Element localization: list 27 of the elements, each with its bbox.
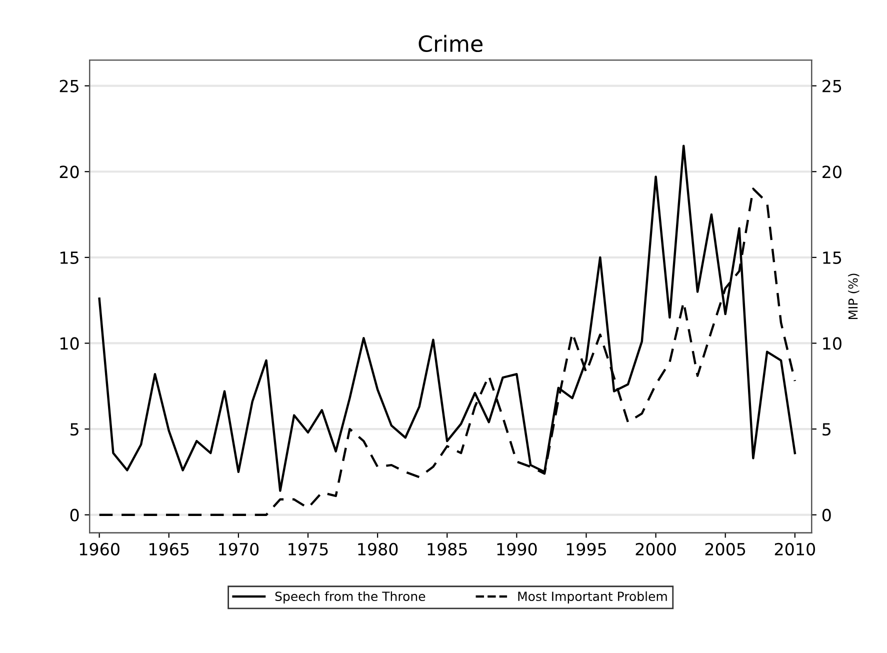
x-tick-label: 2000 — [636, 542, 676, 556]
x-tick-label: 1960 — [80, 542, 120, 556]
x-tick-label: 1965 — [150, 542, 189, 556]
x-tick-label: 1985 — [428, 542, 467, 556]
chart-title: Crime — [418, 34, 482, 52]
x-tick-label: 1970 — [219, 542, 259, 556]
y2-tick-label: 10 — [823, 337, 842, 350]
y2-axis-title: MIP (%) — [848, 274, 860, 320]
y2-tick-label: 5 — [822, 423, 830, 436]
x-tick-label: 1975 — [288, 542, 328, 556]
y-tick-label: 10 — [60, 337, 79, 350]
y2-tick-label: 0 — [822, 508, 831, 522]
y2-tick-label: 20 — [822, 166, 842, 178]
x-tick-label: 1990 — [497, 542, 537, 556]
y-tick-label: 0 — [70, 508, 79, 522]
x-tick-label: 1980 — [358, 542, 398, 556]
x-tick-label: 1995 — [566, 542, 606, 556]
y-tick-label: 20 — [60, 166, 79, 178]
y-tick-label: 5 — [70, 423, 78, 436]
y-tick-label: 15 — [60, 252, 78, 264]
y2-tick-label: 15 — [823, 252, 842, 264]
x-tick-label: 2010 — [774, 542, 816, 556]
x-tick-label: 2005 — [705, 542, 746, 556]
legend-label: Speech from the Throne — [275, 591, 426, 604]
legend-label: Most Important Problem — [518, 591, 667, 604]
y2-tick-label: 25 — [822, 80, 842, 92]
y-tick-label: 25 — [60, 80, 78, 92]
